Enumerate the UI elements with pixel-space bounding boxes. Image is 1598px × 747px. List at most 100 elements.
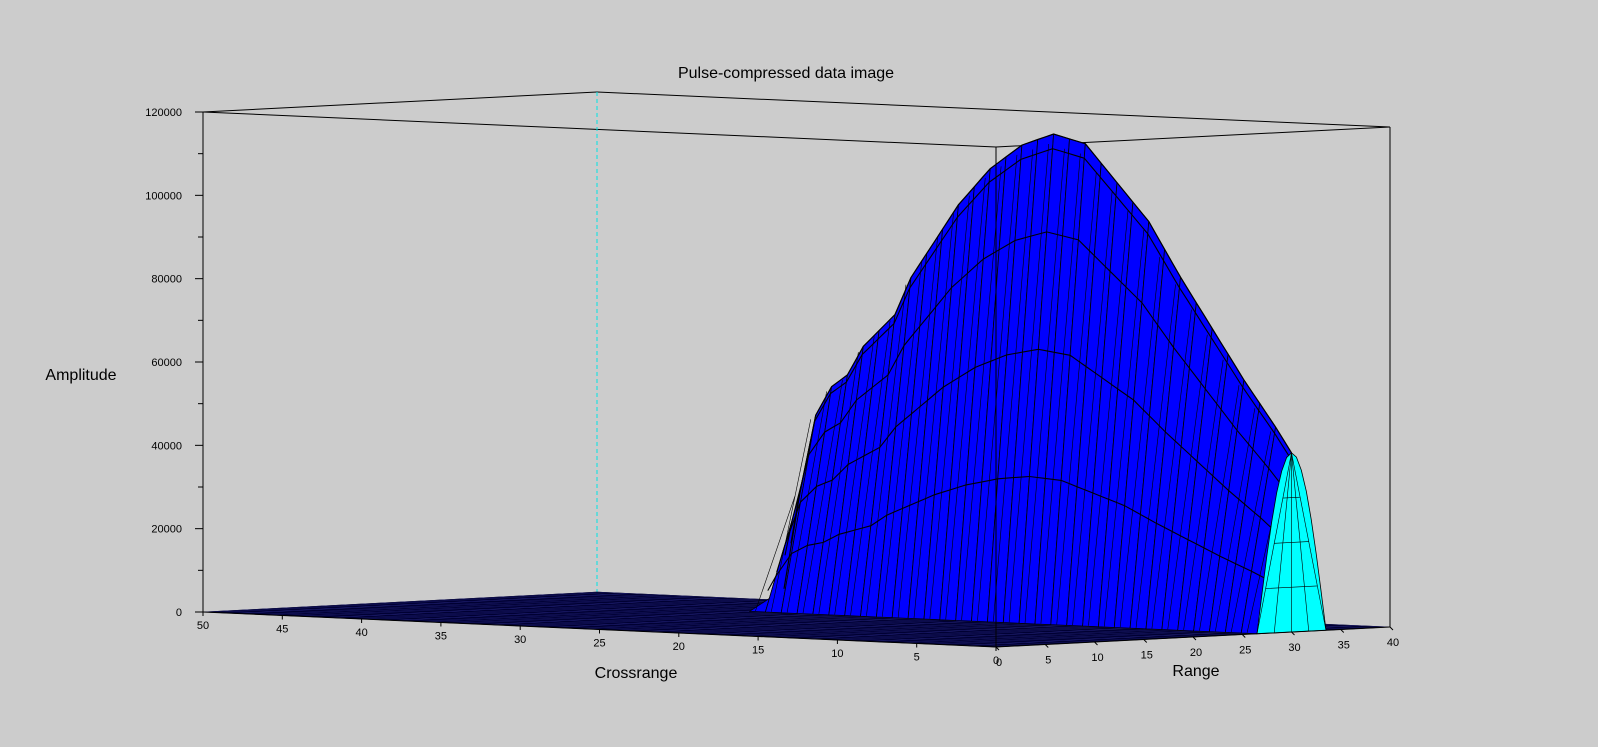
floor-grid-line (262, 608, 1056, 645)
surface-mesh-line (1088, 210, 1129, 626)
crossrange-tick-label: 10 (831, 648, 843, 660)
range-tick-label: 40 (1387, 637, 1399, 649)
range-tick (1094, 641, 1098, 646)
surface-contour (784, 231, 1286, 556)
crossrange-axis-label: Crossrange (595, 665, 678, 682)
surface-contour (776, 348, 1277, 573)
floor-grid-line (242, 609, 1036, 646)
range-tick (1192, 636, 1197, 641)
crossrange-tick-label: 0 (993, 655, 999, 667)
floor-grid-line (301, 606, 1095, 643)
axes-box-back (202, 91, 1391, 592)
surface-mesh-line (1230, 431, 1272, 633)
surface-mesh-line (850, 320, 891, 616)
range-tick-label: 5 (1045, 655, 1051, 667)
surface-mesh-line (1072, 191, 1113, 626)
crossrange-axis: 50 45 40 35 30 25 20 15 10 5 0 (197, 612, 999, 667)
surface-mesh-line (1167, 334, 1208, 630)
surface-mesh-line (993, 149, 1034, 622)
surface-mesh-line (929, 195, 970, 619)
chart-title: Pulse-compressed data image (678, 65, 894, 82)
surface-mesh-line (1040, 153, 1081, 624)
surface-mesh-line (897, 237, 938, 618)
surface-mesh-line (913, 213, 954, 619)
amplitude-axis-label: Amplitude (45, 367, 116, 384)
box-edge (202, 111, 997, 148)
range-tick (1291, 631, 1295, 636)
floor-grid-line (298, 595, 693, 617)
surface-mesh-line (977, 154, 1018, 621)
range-axis-label: Range (1172, 663, 1219, 680)
range-tick-label: 30 (1288, 642, 1300, 654)
range-tick (1389, 626, 1394, 631)
floor-grid-line (321, 605, 1115, 642)
z-tick-label: 100000 (145, 190, 182, 202)
surface-mesh-line (881, 260, 923, 617)
surface-mesh-line (1215, 408, 1256, 632)
amplitude-axis: 0 20000 40000 60000 80000 100000 120000 (145, 107, 203, 619)
z-tick-label: 60000 (151, 357, 182, 369)
surface-mesh-line (818, 351, 859, 614)
floor-grid-line (425, 601, 820, 623)
floor-grid-line (281, 607, 1075, 644)
box-edge (596, 91, 1391, 128)
surface-mesh-line (1024, 148, 1065, 623)
surface-mesh-line (1183, 359, 1224, 630)
crossrange-tick-label: 40 (355, 627, 367, 639)
floor-grid-line (361, 598, 756, 620)
surface-mesh-line (770, 419, 812, 612)
floor-grid-line (329, 597, 724, 618)
ridge-outline (783, 133, 1293, 589)
z-tick-label: 20000 (151, 524, 182, 536)
z-tick-label: 80000 (151, 274, 182, 286)
range-tick (995, 646, 1000, 651)
floor-grid-line (380, 602, 1174, 639)
range-tick (1241, 634, 1246, 638)
surface-mesh-line (755, 496, 796, 612)
z-tick-label: 120000 (145, 107, 182, 119)
range-tick-label: 25 (1239, 645, 1251, 657)
surface-contour (767, 475, 1268, 591)
box-edge (202, 91, 598, 113)
floor-grid-line (202, 591, 598, 613)
end-face-mesh-line (1274, 541, 1309, 544)
surface-mesh-line (945, 177, 986, 620)
crossrange-tick-label: 25 (593, 638, 605, 650)
surface-mesh-line (961, 166, 1002, 621)
range-tick (1340, 629, 1345, 633)
floor-grid-line (360, 603, 1154, 640)
range-tick (1044, 644, 1049, 648)
surface-mesh (202, 133, 1391, 648)
range-tick-label: 0 (996, 657, 1002, 669)
floor-grid-line (222, 610, 1016, 647)
surface-contour (790, 148, 1291, 544)
range-tick (1143, 639, 1148, 643)
surface-mesh-line (786, 391, 827, 613)
surface-mesh-line (866, 284, 907, 616)
crossrange-tick-label: 35 (435, 631, 447, 643)
crossrange-tick-label: 50 (197, 620, 209, 632)
end-face-mesh-line (1265, 585, 1318, 589)
range-axis: 0 5 10 15 20 25 30 35 40 (995, 626, 1399, 669)
end-face-mesh-line (1282, 496, 1301, 499)
floor-grid-line (234, 593, 629, 614)
surface-mesh-line (1199, 385, 1240, 631)
surface-mesh-line (1104, 229, 1145, 627)
floor-grid-line (459, 598, 1253, 635)
floor-grid-line (266, 594, 661, 616)
crossrange-tick-label: 20 (673, 641, 685, 653)
floor-grid-line (340, 604, 1134, 641)
surface-mesh-line (834, 336, 875, 615)
floor-grid-line (399, 601, 1194, 638)
z-tick-label: 40000 (151, 440, 182, 452)
z-tick-label: 0 (176, 607, 182, 619)
crossrange-tick-label: 5 (914, 652, 920, 664)
range-tick-label: 20 (1190, 647, 1202, 659)
floor-grid-line (419, 600, 1213, 637)
floor-grid-line (393, 600, 788, 621)
crossrange-tick-label: 30 (514, 634, 526, 646)
range-tick-label: 15 (1141, 650, 1153, 662)
crossrange-tick-label: 45 (276, 624, 288, 636)
surface-mesh-line (1056, 172, 1097, 625)
